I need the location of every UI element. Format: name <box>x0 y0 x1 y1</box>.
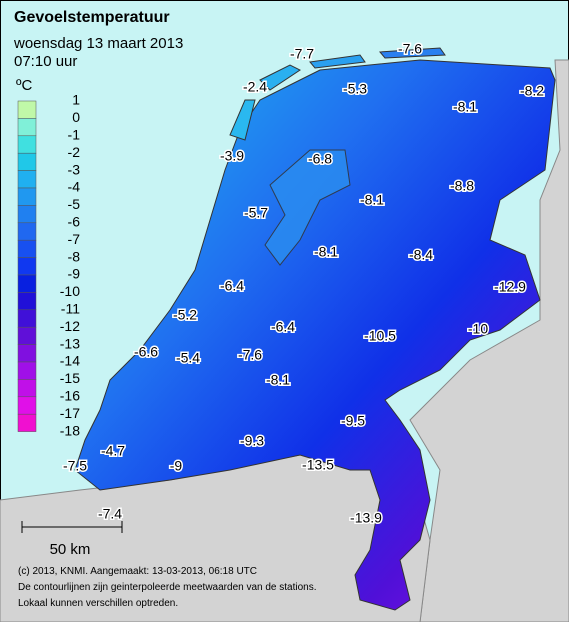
footer-line: Lokaal kunnen verschillen optreden. <box>18 598 178 609</box>
legend-label: 0 <box>72 109 80 125</box>
station-value: -10 <box>468 321 488 337</box>
legend-label: -16 <box>60 388 80 404</box>
legend-swatch <box>17 361 37 380</box>
date: woensdag 13 maart 2013 <box>13 35 183 52</box>
netherlands <box>74 59 556 611</box>
station-value: -13.5 <box>302 457 334 473</box>
station-value: -10.5 <box>364 328 396 344</box>
legend-label: -12 <box>60 318 80 334</box>
station-value: -6.4 <box>271 319 295 335</box>
legend-swatch <box>17 187 37 206</box>
legend-swatch <box>17 170 37 189</box>
station-value: -8.8 <box>450 178 474 194</box>
germany <box>409 59 569 622</box>
legend-swatch <box>17 274 37 293</box>
terschelling <box>309 54 366 69</box>
legend-swatch <box>17 135 37 154</box>
station-value: -7.6 <box>238 347 262 363</box>
station-value: -7.6 <box>398 41 422 57</box>
station-value: -5.4 <box>176 350 200 366</box>
legend-swatch <box>17 239 37 258</box>
vlieland <box>259 64 301 91</box>
legend-label: -17 <box>60 405 80 421</box>
legend-label: -9 <box>68 266 81 282</box>
legend-swatch <box>17 100 37 119</box>
legend-label: -14 <box>60 353 80 369</box>
station-value: -5.3 <box>343 81 367 97</box>
ameland <box>378 47 446 59</box>
station-value: -8.1 <box>266 372 290 388</box>
station-value: -9.5 <box>341 413 365 429</box>
station-value: -9 <box>170 458 183 474</box>
station-value: -3.9 <box>220 148 244 164</box>
legend-label: -15 <box>60 370 80 386</box>
title: Gevoelstemperatuur <box>14 9 170 26</box>
station-value: -7.4 <box>98 506 122 522</box>
legend-swatch <box>17 326 37 345</box>
station-value: -7.5 <box>63 458 87 474</box>
legend-label: -8 <box>68 248 81 264</box>
legend-label: -11 <box>61 301 80 317</box>
legend-swatch <box>17 152 37 171</box>
station-value: -8.1 <box>360 192 384 208</box>
station-value: -7.7 <box>290 46 314 62</box>
legend-swatch <box>17 257 37 276</box>
legend-label: -7 <box>68 231 81 247</box>
station-value: -6.4 <box>220 278 244 294</box>
station-value: -6.8 <box>308 151 332 167</box>
station-value: -2.4 <box>243 79 267 95</box>
legend-label: -6 <box>68 214 81 230</box>
scale-label: 50 km <box>50 541 91 558</box>
legend-swatch <box>17 413 37 432</box>
legend-label: -18 <box>60 422 80 438</box>
legend-label: -13 <box>60 335 80 351</box>
station-value: -4.7 <box>101 443 125 459</box>
legend-swatch <box>17 344 37 363</box>
legend-swatch <box>17 309 37 328</box>
legend-label: -10 <box>60 283 80 299</box>
legend-label: -2 <box>68 144 81 160</box>
legend-label: 1 <box>72 92 80 108</box>
time: 07:10 uur <box>14 53 77 70</box>
legend-swatch <box>17 396 37 415</box>
station-value: -8.4 <box>409 247 433 263</box>
legend-swatch <box>17 205 37 224</box>
legend-swatch <box>17 379 37 398</box>
station-value: -8.1 <box>314 244 338 260</box>
station-value: -5.7 <box>244 205 268 221</box>
station-value: -12.9 <box>494 279 526 295</box>
legend-swatch <box>17 118 37 137</box>
ijsselmeer <box>264 149 351 266</box>
legend-swatch <box>17 292 37 311</box>
legend-label: -3 <box>68 161 81 177</box>
legend-swatch <box>17 222 37 241</box>
texel <box>229 99 256 141</box>
station-value: -5.2 <box>173 307 197 323</box>
station-value: -13.9 <box>350 510 382 526</box>
station-value: -9.3 <box>240 433 264 449</box>
legend-label: -1 <box>68 127 81 143</box>
legend-label: -5 <box>68 196 81 212</box>
footer-line: (c) 2013, KNMI. Aangemaakt: 13-03-2013, … <box>18 566 257 577</box>
station-value: -6.6 <box>134 344 158 360</box>
legend-label: -4 <box>68 179 81 195</box>
station-value: -8.2 <box>520 83 544 99</box>
footer-line: De contourlijnen zijn geinterpoleerde me… <box>18 582 317 593</box>
legend-unit: ºC <box>16 77 32 94</box>
station-value: -8.1 <box>453 99 477 115</box>
